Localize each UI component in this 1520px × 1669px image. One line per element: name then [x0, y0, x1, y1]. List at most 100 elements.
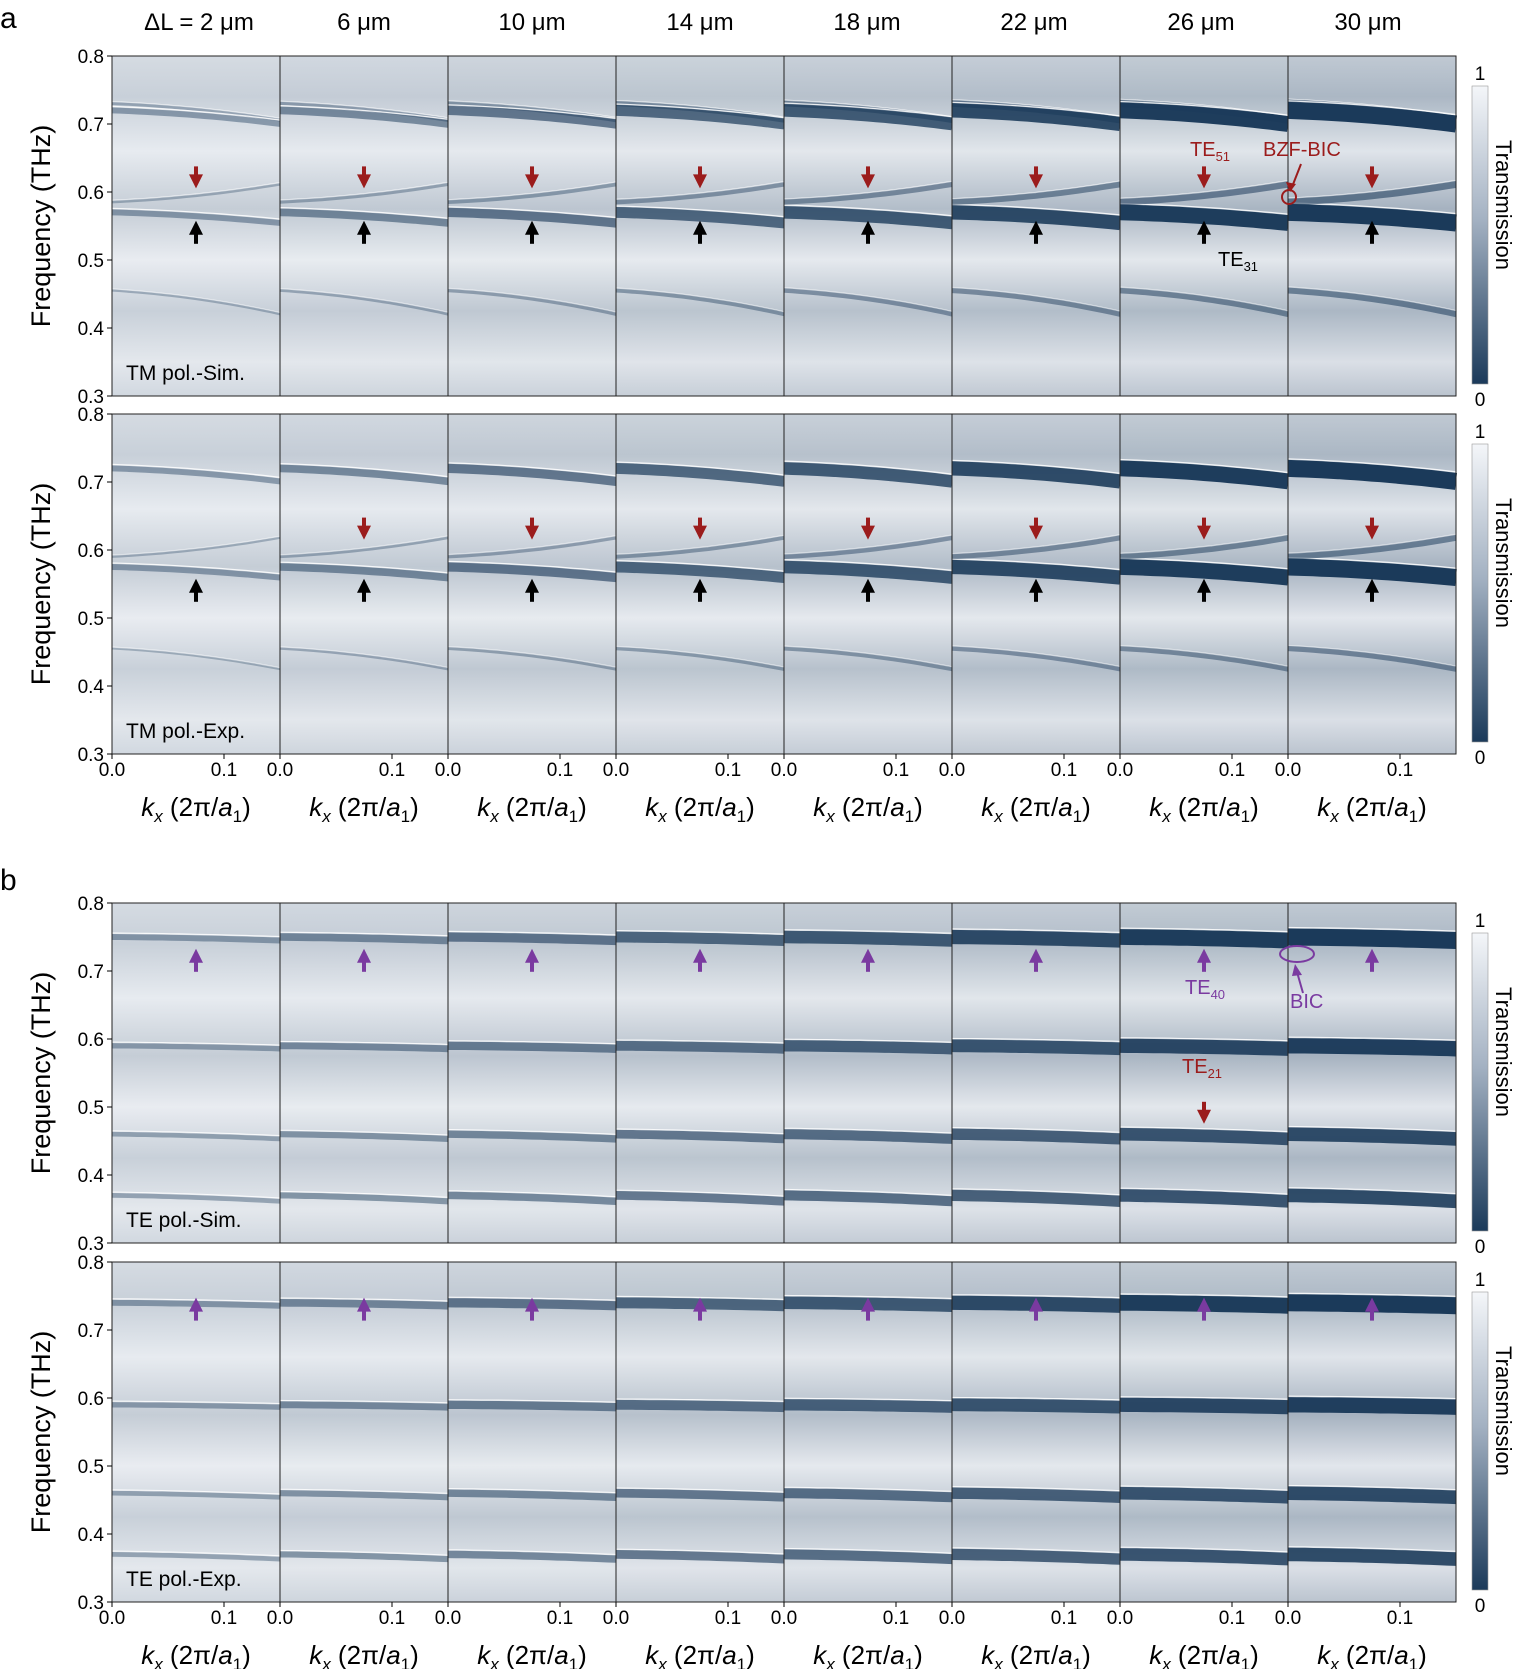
arrow-down-te51 [189, 166, 203, 189]
mode-band-edge [951, 1188, 1121, 1196]
mode-band [279, 933, 449, 945]
colorbar-tm-pol-sim: 1 0 Transmission [1471, 64, 1516, 411]
x-axis-label: kx (2π/a1) [813, 792, 923, 826]
heatmap-panel-te-pol-sim-dl-2 [111, 902, 281, 1244]
mode-band [1119, 1397, 1289, 1415]
mode-band [1287, 287, 1457, 318]
mode-band-edge [111, 288, 281, 313]
mode-band [615, 1191, 785, 1206]
arrow-up-te40 [861, 948, 875, 972]
mode-band [447, 289, 617, 316]
heatmap-panel-te-pol-sim-dl-22 [951, 902, 1121, 1244]
bzf-bic-marker [1281, 189, 1297, 205]
mode-band [1119, 102, 1289, 132]
x-tick-label: 0.0 [939, 760, 965, 781]
y-tick-label: 0.6 [78, 183, 104, 204]
mode-band-edge [1287, 1125, 1457, 1132]
mode-band [111, 1402, 281, 1410]
mode-band [1119, 460, 1289, 490]
mode-band [1119, 1548, 1289, 1566]
column-header-dl-18: 18 μm [833, 9, 900, 36]
mode-band [111, 1552, 281, 1562]
mode-band [951, 1398, 1121, 1414]
arrow-up-te40 [189, 948, 203, 972]
column-headers: ΔL = 2 μm 6 μm 10 μm 14 μm 18 μm 22 μm 2… [144, 9, 1401, 36]
mode-band-edge [1287, 644, 1457, 666]
mode-band [1287, 1038, 1457, 1057]
arrow-down-te51 [357, 166, 371, 189]
y-tick-label: 0.7 [78, 1321, 104, 1342]
heatmap-panel-te-pol-exp-dl-22 [951, 1261, 1121, 1603]
mode-band-edge [111, 1550, 281, 1557]
y-tick-label: 0.6 [78, 1030, 104, 1051]
mode-band [279, 1401, 449, 1411]
mode-band [615, 104, 785, 130]
mode-band-edge [1119, 202, 1289, 215]
mode-band [279, 208, 449, 227]
mode-band-edge [783, 204, 953, 217]
mode-band [1119, 287, 1289, 317]
mode-band [951, 929, 1121, 948]
mode-band-edge [447, 462, 617, 477]
mode-band [111, 647, 281, 671]
mode-band-edge [279, 1190, 449, 1198]
x-axis-label: kx (2π/a1) [1149, 1640, 1259, 1669]
mode-band-edge [615, 1039, 785, 1044]
mode-band-edge [951, 1547, 1121, 1553]
x-tick-label: 0.1 [547, 1608, 573, 1629]
mode-band-edge [951, 99, 1121, 117]
mode-band-edge [447, 206, 617, 218]
arrow-up-te40 [1029, 948, 1043, 972]
mode-band-edge [111, 562, 281, 575]
arrow-up-te40 [357, 948, 371, 972]
heatmap-panel-te-pol-sim-dl-14 [615, 902, 785, 1244]
mode-band [783, 930, 953, 947]
y-tick-label: 0.3 [78, 745, 104, 766]
arrow-up-te40 [525, 948, 539, 972]
y-tick-label: 0.8 [78, 47, 104, 68]
heatmap-frame [1287, 1261, 1457, 1603]
mode-band [1287, 646, 1457, 672]
mode-band-edge [447, 1040, 617, 1045]
colorbar-te-pol-sim: 1 0 Transmission [1471, 911, 1516, 1258]
mode-band [447, 182, 617, 205]
x-tick-label: 0.0 [771, 1608, 797, 1629]
heatmap-row-te-exp: TE pol.-Exp. 0.3 0.4 0.5 0.6 0.7 0.8 Frequency … [26, 1253, 1516, 1617]
x-tick-label: 0.1 [1387, 1608, 1413, 1629]
arrow-up-te31 [1029, 220, 1043, 244]
x-axis-label: kx (2π/a1) [645, 1640, 755, 1669]
mode-band [615, 646, 785, 671]
heatmap-panel-tm-pol-sim-dl-30 [1287, 55, 1458, 397]
mode-band [111, 564, 281, 581]
x-tick-label: 0.1 [211, 760, 237, 781]
annotation-bzf-bic: BZF-BIC [1263, 139, 1341, 161]
mode-band [447, 536, 617, 559]
mode-band-edge [279, 100, 449, 118]
mode-band-edge [783, 1188, 953, 1196]
mode-band [1287, 181, 1457, 206]
colorbar-gradient [1471, 932, 1489, 1232]
row-label-tm-pol-sim: TM pol.-Sim. [126, 362, 245, 385]
mode-band [783, 535, 953, 559]
x-axis-label: kx (2π/a1) [1317, 792, 1427, 826]
mode-band-edge [279, 1488, 449, 1494]
annotation-te21: TE21 [1182, 1056, 1222, 1081]
mode-band [951, 461, 1121, 489]
mode-band [447, 1489, 617, 1501]
heatmap-frame [1287, 413, 1457, 755]
arrow-up-te31 [357, 578, 371, 602]
heatmap-row-tm-exp: TM pol.-Exp. 0.3 0.4 0.5 0.6 0.7 0.8 Frequency … [26, 405, 1516, 769]
mode-band [1119, 204, 1289, 231]
mode-band [447, 463, 617, 486]
colorbar-min-label: 0 [1475, 390, 1486, 411]
mode-band-edge [951, 1396, 1121, 1401]
mode-band [447, 1041, 617, 1053]
mode-band-edge [279, 288, 449, 313]
mode-band-edge [1287, 179, 1457, 199]
mode-band [615, 1488, 785, 1502]
mode-band-edge [279, 207, 449, 219]
x-tick-label: 0.0 [603, 760, 629, 781]
mode-band-edge [783, 1127, 953, 1134]
x-tick-label: 0.0 [99, 1608, 125, 1629]
x-tick-label: 0.1 [883, 1608, 909, 1629]
